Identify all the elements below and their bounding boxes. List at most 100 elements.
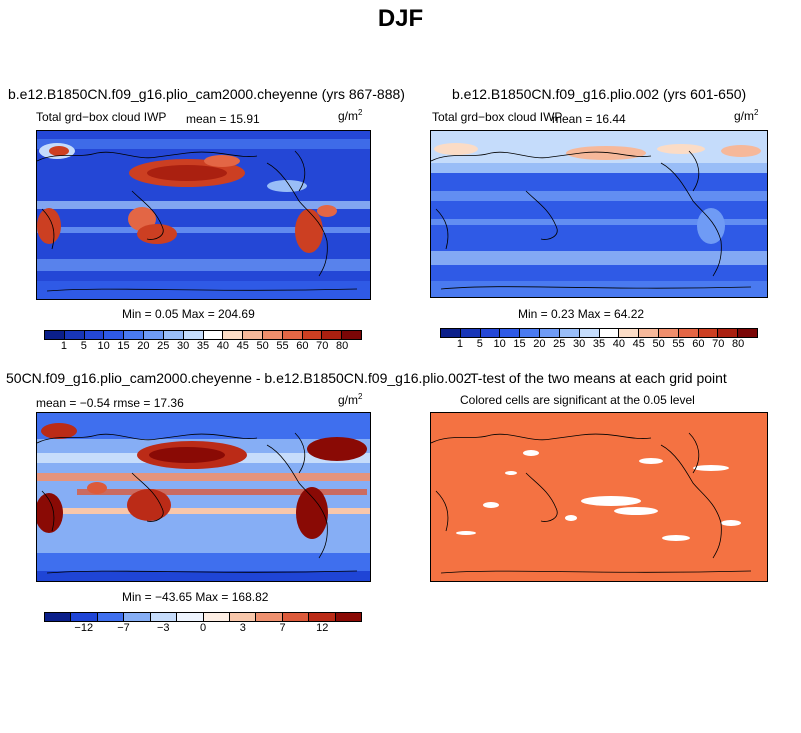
colorbar-tick-label: 80 bbox=[732, 338, 745, 350]
colorbar-tick-label: 15 bbox=[117, 340, 130, 352]
colorbar-tick-label: 60 bbox=[692, 338, 705, 350]
colorbar-tick-label: 25 bbox=[553, 338, 566, 350]
colorbar-swatch bbox=[540, 329, 560, 337]
panel-3-minmax: Min = −43.65 Max = 168.82 bbox=[122, 590, 269, 604]
panel-3-units: g/m2 bbox=[338, 392, 363, 407]
colorbar-swatch bbox=[460, 329, 481, 337]
panel-1-units: g/m2 bbox=[338, 108, 363, 123]
colorbar-swatch bbox=[639, 329, 659, 337]
colorbar-tick-label: 0 bbox=[199, 622, 207, 634]
colorbar-swatch bbox=[658, 329, 679, 337]
colorbar-tick-label: 15 bbox=[513, 338, 526, 350]
panel-1-colorbar-ticks: 1 5 10 15 20 25 30 35 40 45 50 55 60 70 80 bbox=[44, 340, 362, 354]
colorbar-swatch bbox=[84, 331, 105, 339]
colorbar-tick-label: 5 bbox=[476, 338, 483, 350]
colorbar-tick-label: 20 bbox=[137, 340, 150, 352]
colorbar-swatch bbox=[342, 331, 361, 339]
colorbar-swatch bbox=[45, 331, 65, 339]
colorbar-swatch bbox=[256, 613, 283, 621]
panel-1-mean: mean = 15.91 bbox=[186, 112, 260, 126]
panel-2-mean: mean = 16.44 bbox=[552, 112, 626, 126]
colorbar-tick-label: 70 bbox=[316, 340, 329, 352]
colorbar-tick-label: 25 bbox=[157, 340, 170, 352]
colorbar-swatch bbox=[718, 329, 739, 337]
colorbar-swatch bbox=[45, 613, 72, 621]
colorbar-swatch bbox=[619, 329, 640, 337]
colorbar-swatch bbox=[229, 613, 257, 621]
page-title: DJF bbox=[377, 5, 424, 32]
colorbar-swatch bbox=[309, 613, 336, 621]
colorbar-swatch bbox=[150, 613, 178, 621]
colorbar-tick-label: 30 bbox=[177, 340, 190, 352]
colorbar-swatch bbox=[177, 613, 204, 621]
colorbar-tick-label: 35 bbox=[592, 338, 606, 350]
panel-2-minmax: Min = 0.23 Max = 64.22 bbox=[518, 307, 645, 321]
colorbar-swatch bbox=[203, 331, 224, 339]
colorbar-swatch bbox=[243, 331, 263, 339]
colorbar-tick-label: 70 bbox=[712, 338, 725, 350]
panel-2-variable-label: Total grd−box cloud IWP bbox=[432, 110, 563, 124]
colorbar-tick-label: 30 bbox=[573, 338, 586, 350]
colorbar-swatch bbox=[520, 329, 541, 337]
colorbar-swatch bbox=[163, 331, 184, 339]
colorbar-swatch bbox=[223, 331, 244, 339]
colorbar-tick-label: 20 bbox=[533, 338, 546, 350]
colorbar-swatch bbox=[579, 329, 600, 337]
panel-1-map bbox=[36, 130, 371, 300]
panel-2-colorbar bbox=[440, 328, 758, 338]
colorbar-tick-label: 1 bbox=[456, 338, 463, 350]
panel-1-variable-label: Total grd−box cloud IWP bbox=[36, 110, 167, 124]
colorbar-swatch bbox=[500, 329, 521, 337]
panel-3-stats: mean = −0.54 rmse = 17.36 bbox=[36, 396, 184, 410]
panel-3-colorbar-ticks: −12 −7 −3 0 3 7 12 bbox=[44, 622, 362, 636]
panel-1-title: b.e12.B1850CN.f09_g16.plio_cam2000.cheye… bbox=[8, 86, 405, 102]
colorbar-swatch bbox=[322, 331, 343, 339]
colorbar-swatch bbox=[282, 613, 310, 621]
colorbar-tick-label: 50 bbox=[256, 340, 269, 352]
panel-2-title: b.e12.B1850CN.f09_g16.plio.002 (yrs 601-… bbox=[452, 86, 747, 102]
colorbar-tick-label: 80 bbox=[336, 340, 349, 352]
colorbar-swatch bbox=[698, 329, 719, 337]
colorbar-tick-label: −7 bbox=[117, 622, 130, 634]
panel-4-subtitle: Colored cells are significant at the 0.0… bbox=[460, 393, 695, 407]
colorbar-swatch bbox=[335, 613, 362, 621]
colorbar-swatch bbox=[183, 331, 204, 339]
panel-4-title: T-test of the two means at each grid poi… bbox=[470, 370, 727, 386]
colorbar-tick-label: 45 bbox=[236, 340, 249, 352]
colorbar-swatch bbox=[282, 331, 303, 339]
colorbar-swatch bbox=[441, 329, 461, 337]
colorbar-tick-label: 40 bbox=[216, 340, 229, 352]
colorbar-tick-label: 10 bbox=[97, 340, 110, 352]
colorbar-swatch bbox=[738, 329, 757, 337]
colorbar-tick-label: 3 bbox=[239, 622, 246, 634]
colorbar-swatch bbox=[97, 613, 125, 621]
colorbar-tick-label: 55 bbox=[276, 340, 289, 352]
colorbar-swatch bbox=[144, 331, 164, 339]
panel-4-map bbox=[430, 412, 768, 582]
colorbar-tick-label: 5 bbox=[80, 340, 87, 352]
colorbar-tick-label: 35 bbox=[196, 340, 210, 352]
colorbar-tick-label: −12 bbox=[74, 622, 94, 634]
panel-1-colorbar bbox=[44, 330, 362, 340]
colorbar-swatch bbox=[599, 329, 620, 337]
colorbar-tick-label: 60 bbox=[296, 340, 309, 352]
colorbar-tick-label: 1 bbox=[60, 340, 67, 352]
colorbar-swatch bbox=[124, 331, 145, 339]
panel-3-title: 50CN.f09_g16.plio_cam2000.cheyenne - b.e… bbox=[6, 370, 472, 386]
colorbar-tick-label: −3 bbox=[156, 622, 170, 634]
colorbar-tick-label: 50 bbox=[652, 338, 665, 350]
colorbar-swatch bbox=[262, 331, 283, 339]
colorbar-tick-label: 10 bbox=[493, 338, 506, 350]
colorbar-tick-label: 40 bbox=[612, 338, 625, 350]
colorbar-swatch bbox=[480, 329, 501, 337]
panel-2-units: g/m2 bbox=[734, 108, 759, 123]
colorbar-swatch bbox=[71, 613, 98, 621]
colorbar-tick-label: 45 bbox=[632, 338, 645, 350]
colorbar-tick-label: 55 bbox=[672, 338, 685, 350]
panel-2-map bbox=[430, 130, 768, 298]
colorbar-swatch bbox=[559, 329, 580, 337]
panel-2-colorbar-ticks: 1 5 10 15 20 25 30 35 40 45 50 55 60 70 80 bbox=[440, 338, 758, 352]
colorbar-tick-label: 7 bbox=[279, 622, 286, 634]
colorbar-swatch bbox=[124, 613, 151, 621]
panel-3-map bbox=[36, 412, 371, 582]
